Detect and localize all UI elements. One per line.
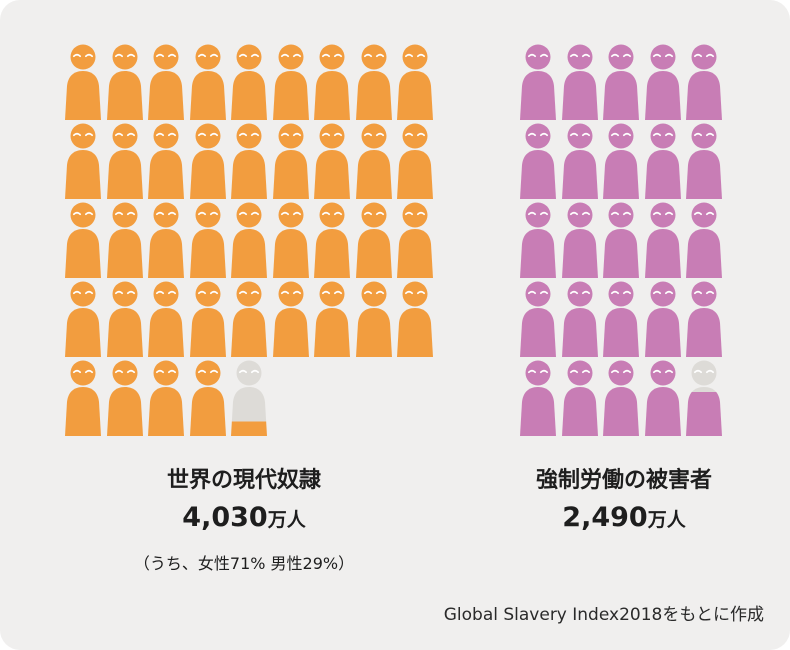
group-value-modern-slavery: 4,030万人	[104, 502, 384, 533]
person-icon	[685, 44, 723, 120]
person-icon	[64, 202, 102, 278]
person-icon	[230, 44, 268, 120]
person-icon	[355, 202, 393, 278]
person-icon	[313, 202, 351, 278]
person-icon	[602, 44, 640, 120]
pictogram-grid-modern-slavery	[64, 44, 444, 444]
person-icon	[519, 281, 557, 357]
person-icon	[106, 281, 144, 357]
person-icon	[685, 281, 723, 357]
value-unit: 万人	[267, 509, 306, 531]
person-icon	[106, 123, 144, 199]
value-unit: 万人	[647, 509, 686, 531]
person-icon	[396, 123, 434, 199]
person-icon	[147, 281, 185, 357]
value-number: 2,490	[562, 502, 648, 533]
person-icon	[313, 123, 351, 199]
person-icon	[64, 44, 102, 120]
person-icon	[64, 360, 102, 436]
person-icon	[644, 202, 682, 278]
person-icon	[147, 360, 185, 436]
person-icon	[396, 202, 434, 278]
person-icon	[272, 202, 310, 278]
person-icon	[272, 123, 310, 199]
person-icon	[644, 44, 682, 120]
person-icon	[313, 44, 351, 120]
group-title-forced-labour: 強制労働の被害者	[535, 468, 712, 493]
group-value-forced-labour: 2,490万人	[484, 502, 764, 533]
person-icon	[189, 360, 227, 436]
person-icon	[519, 123, 557, 199]
person-icon	[396, 281, 434, 357]
person-icon	[106, 44, 144, 120]
person-icon	[189, 281, 227, 357]
person-icon-partial	[685, 360, 723, 436]
person-icon	[64, 281, 102, 357]
person-icon	[561, 123, 599, 199]
person-icon	[230, 202, 268, 278]
person-icon	[189, 202, 227, 278]
person-icon	[230, 123, 268, 199]
person-icon	[519, 360, 557, 436]
person-icon	[561, 202, 599, 278]
source-note: Global Slavery Index2018をもとに作成	[443, 605, 764, 625]
person-icon	[644, 360, 682, 436]
person-icon	[602, 123, 640, 199]
person-icon	[230, 281, 268, 357]
person-icon	[602, 360, 640, 436]
person-icon	[685, 202, 723, 278]
person-icon	[189, 44, 227, 120]
person-icon	[313, 281, 351, 357]
person-icon	[561, 44, 599, 120]
person-icon	[64, 123, 102, 199]
group-note-modern-slavery: （うち、女性71% 男性29%）	[133, 554, 355, 573]
person-icon	[644, 123, 682, 199]
person-icon	[602, 281, 640, 357]
person-icon	[602, 202, 640, 278]
person-icon	[561, 360, 599, 436]
person-icon	[355, 44, 393, 120]
person-icon-partial	[230, 360, 268, 436]
person-icon	[685, 123, 723, 199]
person-icon	[644, 281, 682, 357]
person-icon	[106, 360, 144, 436]
person-icon	[189, 123, 227, 199]
person-icon	[106, 202, 144, 278]
person-icon	[561, 281, 599, 357]
person-icon	[519, 44, 557, 120]
pictogram-grid-forced-labour	[519, 44, 729, 444]
person-icon	[355, 281, 393, 357]
person-icon	[355, 123, 393, 199]
person-icon	[272, 281, 310, 357]
person-icon	[272, 44, 310, 120]
value-number: 4,030	[182, 502, 268, 533]
person-icon	[147, 44, 185, 120]
person-icon	[396, 44, 434, 120]
person-icon	[147, 202, 185, 278]
person-icon	[147, 123, 185, 199]
person-icon	[519, 202, 557, 278]
group-title-modern-slavery: 世界の現代奴隷	[166, 468, 321, 493]
